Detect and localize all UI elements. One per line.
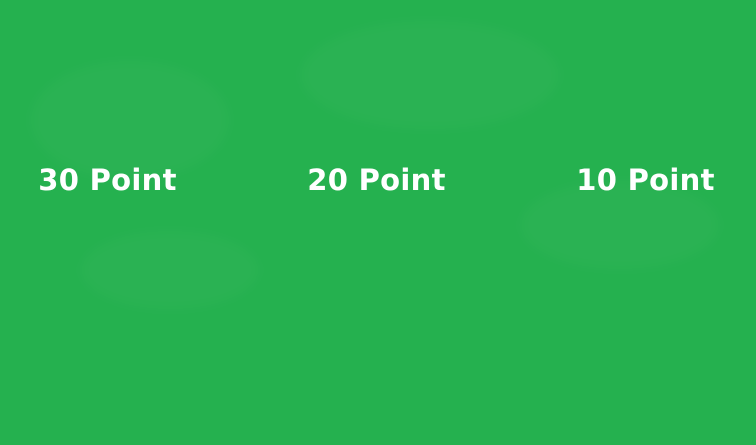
score-zone-10[interactable]: 10 Point bbox=[558, 150, 733, 210]
score-zone-label: 10 Point bbox=[576, 163, 715, 197]
score-zone-20[interactable]: 20 Point bbox=[289, 150, 464, 210]
score-zone-label: 20 Point bbox=[307, 163, 446, 197]
chalk-smudge bbox=[300, 20, 560, 130]
chalk-smudge bbox=[80, 230, 260, 310]
score-zone-30[interactable]: 30 Point bbox=[20, 150, 195, 210]
score-zone-label: 30 Point bbox=[38, 163, 177, 197]
